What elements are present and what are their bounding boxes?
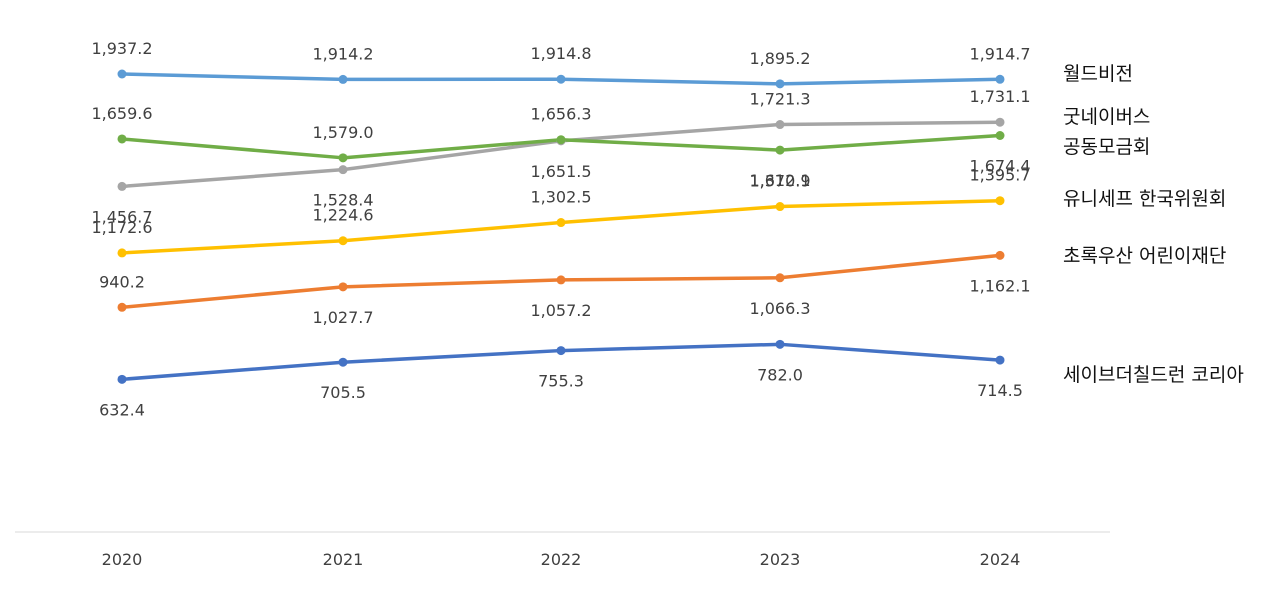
legend-entry: 월드비전 (1063, 63, 1133, 85)
data-label: 1,395.7 (969, 166, 1030, 185)
data-point (995, 74, 1005, 84)
data-label: 1,027.7 (312, 308, 373, 327)
data-label: 1,651.5 (530, 162, 591, 181)
series-points (117, 69, 1005, 384)
data-label: 1,731.1 (969, 87, 1030, 106)
data-label: 1,721.3 (749, 90, 810, 109)
data-point (775, 79, 785, 89)
data-point (556, 218, 566, 228)
data-point (338, 357, 348, 367)
data-label: 1,456.7 (91, 207, 152, 226)
data-point (995, 355, 1005, 365)
data-point (338, 236, 348, 246)
data-label: 1,057.2 (530, 301, 591, 320)
data-point (775, 120, 785, 130)
data-point (556, 275, 566, 285)
data-point (338, 153, 348, 163)
data-labels: 1,937.2 1,914.2 1,914.8 1,895.2 1,914.7 1,456… (91, 39, 1030, 419)
data-label: 1,612.1 (749, 171, 810, 190)
legend-entry: 초록우산 어린이재단 (1063, 245, 1226, 267)
data-label: 1,659.6 (91, 104, 152, 123)
data-label: 1,895.2 (749, 49, 810, 68)
data-label: 1,914.7 (969, 44, 1030, 63)
data-point (117, 181, 127, 191)
data-point (338, 74, 348, 84)
data-point (995, 130, 1005, 140)
data-point (775, 202, 785, 212)
data-point (995, 117, 1005, 127)
data-point (556, 74, 566, 84)
data-label: 1,066.3 (749, 299, 810, 318)
data-point (556, 346, 566, 356)
data-point (556, 135, 566, 145)
data-label: 782.0 (757, 365, 803, 384)
data-point (775, 145, 785, 155)
data-label: 1,528.4 (312, 191, 373, 210)
data-point (775, 273, 785, 283)
x-tick-label: 2023 (760, 550, 801, 569)
x-tick-label: 2022 (541, 550, 582, 569)
data-label: 1,302.5 (530, 188, 591, 207)
data-label: 632.4 (99, 400, 145, 419)
data-label: 1,656.3 (530, 105, 591, 124)
data-label: 1,579.0 (312, 123, 373, 142)
data-label: 705.5 (320, 383, 366, 402)
data-label: 755.3 (538, 372, 584, 391)
legend-entry: 유니세프 한국위원회 (1063, 188, 1226, 210)
x-tick-label: 2020 (102, 550, 143, 569)
data-point (117, 302, 127, 312)
data-point (775, 339, 785, 349)
data-label: 1,162.1 (969, 276, 1030, 295)
data-label: 1,172.6 (91, 218, 152, 237)
data-point (117, 248, 127, 258)
x-tick-label: 2024 (980, 550, 1021, 569)
data-point (338, 282, 348, 292)
data-label: 714.5 (977, 381, 1023, 400)
x-tick-label: 2021 (323, 550, 364, 569)
x-tick-labels: 2020 2021 2022 2023 2024 (102, 550, 1021, 569)
data-label: 940.2 (99, 272, 145, 291)
data-point (117, 69, 127, 79)
data-label: 1,674.4 (969, 156, 1030, 175)
data-label: 1,224.6 (312, 206, 373, 225)
data-point (995, 250, 1005, 260)
data-label: 1,937.2 (91, 39, 152, 58)
data-label: 1,914.8 (530, 44, 591, 63)
legend-entry: 공동모금회 (1063, 136, 1150, 158)
legend-entry: 세이브더칠드런 코리아 (1063, 364, 1244, 386)
data-label: 1,914.2 (312, 44, 373, 63)
data-label: 1,370.9 (749, 172, 810, 191)
data-point (338, 165, 348, 175)
data-point (117, 374, 127, 384)
legend-entry: 굿네이버스 (1063, 106, 1150, 128)
data-point (995, 196, 1005, 206)
data-point (117, 134, 127, 144)
